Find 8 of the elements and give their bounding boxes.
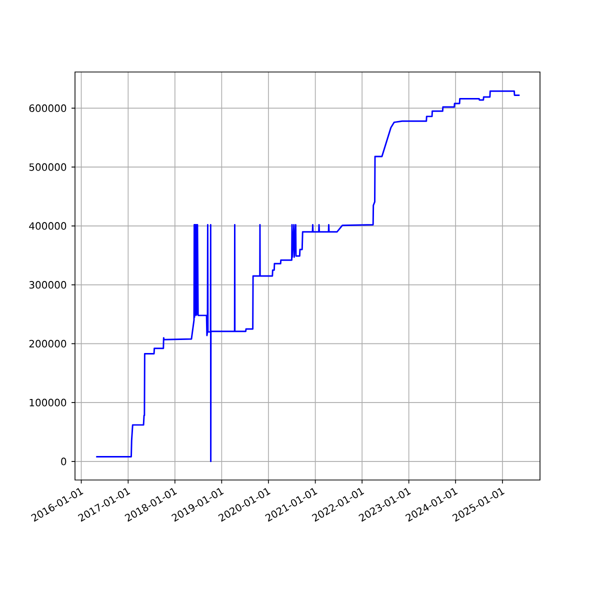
- y-tick-label: 400000: [29, 222, 66, 230]
- y-tick-label: 300000: [29, 281, 66, 289]
- y-tick-label: 200000: [29, 340, 66, 348]
- y-tick-label: 600000: [29, 104, 66, 112]
- y-tick-label: 0: [61, 458, 66, 466]
- line-series: [95, 90, 520, 462]
- y-tick-label: 500000: [29, 163, 66, 171]
- y-tick-label: 100000: [30, 398, 66, 406]
